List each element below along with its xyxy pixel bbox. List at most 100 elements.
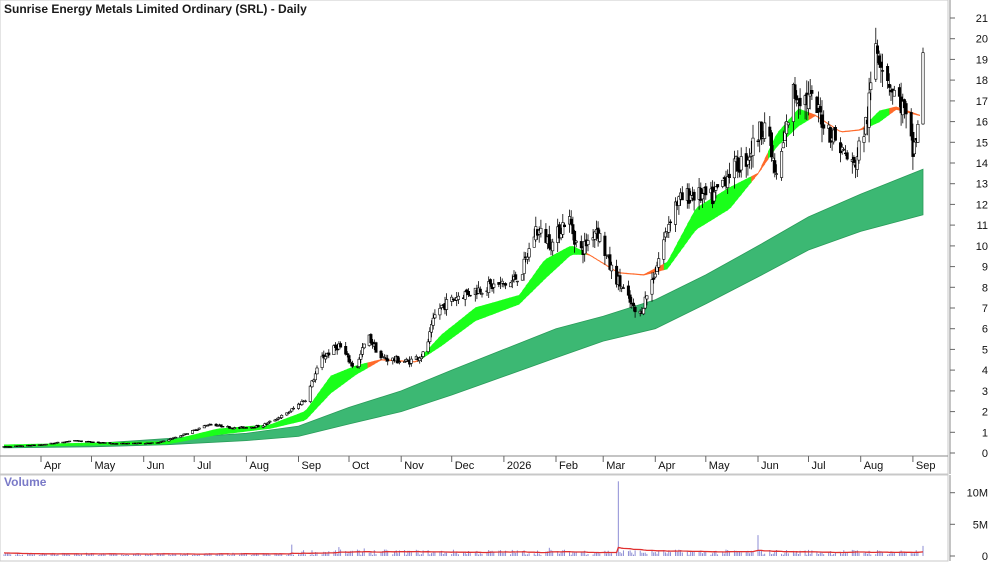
short-band-segment [505,297,510,310]
short-band-segment [283,418,288,426]
short-band-segment [660,263,665,271]
candle-body [433,314,437,319]
candle-body [586,240,590,245]
short-band-segment [471,307,476,324]
candle-body [887,84,891,88]
candle-body [308,385,312,402]
short-band-segment [872,114,877,126]
price-tick-label: 7 [982,303,988,315]
candle-body [300,400,304,405]
candle-body [852,157,856,163]
date-tick-label: 2026 [507,460,531,472]
candle-body [845,152,849,160]
candle-body [732,158,736,179]
candle-body [557,224,561,239]
price-tick-label: 6 [982,324,988,336]
short-band-segment [643,272,648,276]
candle-body [256,424,260,428]
short-band-segment [84,442,89,446]
candle-body [714,186,718,191]
short-band-segment [576,247,580,255]
price-tick-label: 15 [976,137,988,149]
volume-average-polyline [3,546,924,555]
date-tick-label: Dec [455,460,475,472]
short-band-segment [556,251,560,269]
candle-body [756,140,760,142]
short-band-segment [859,127,863,131]
short-band-segment [498,299,503,313]
short-band-segment [623,272,628,275]
short-band-segment [889,107,894,115]
candle-body [598,233,602,242]
volume-bars [3,481,924,556]
candle-body [748,156,752,161]
candle-body [68,440,72,443]
candle-body [468,294,472,297]
short-band-segment [78,442,82,446]
short-band-segment [434,337,439,351]
short-band-segment [280,419,284,427]
short-band-segment [269,423,274,429]
short-band-segment [589,254,594,258]
short-band-segment [370,360,375,367]
short-band-segment [428,345,432,355]
candle-body [244,427,248,429]
short-band-segment [559,249,564,266]
short-band-segment [811,113,816,118]
price-tick-label: 20 [976,34,988,46]
short-band-segment [175,438,180,443]
candle-body [162,440,166,443]
short-band-segment [313,394,318,412]
candle-body [303,400,307,402]
candle-body [522,258,526,274]
candle-body [874,43,878,80]
candle-body [465,289,469,293]
candle-body [438,308,442,316]
short-band-segment [482,304,486,319]
short-band-segment [566,246,570,260]
candle-body [403,361,407,363]
short-band-segment [512,295,517,307]
candle-body [867,92,871,128]
short-band-segment [795,108,799,130]
candle-body [374,342,378,353]
candle-body [783,132,787,142]
candle-body [174,436,178,439]
short-band-segment [222,427,227,435]
short-band-segment [747,176,752,187]
candle-body [769,132,773,158]
candle-body [909,112,913,137]
short-band-segment [465,312,469,329]
short-band-segment [848,130,853,132]
short-band-segment [431,341,436,353]
short-band-segment [206,430,210,438]
candle-body [275,419,279,421]
short-band-segment [451,323,456,339]
price-tick-label: 12 [976,199,988,211]
candle-body [662,239,666,260]
candle-body [773,160,777,173]
short-band-segment [448,326,453,341]
candle-body [603,235,607,257]
candle-body [369,334,373,344]
date-tick-label: Jun [147,460,165,472]
short-band-segment [667,255,671,270]
short-band-segment [545,257,550,278]
short-band-segment [707,198,712,223]
short-band-segment [347,367,352,382]
candle-body [875,45,879,54]
candle-body [551,241,555,252]
candle-body [202,425,206,429]
candle-body [463,291,467,300]
candle-body [268,420,272,423]
candle-body [312,379,316,382]
short-band-segment [586,252,591,256]
short-band-segment [333,373,338,391]
short-band-segment [475,306,479,321]
candle-body [339,343,343,348]
candle-body [296,403,300,409]
candle-body [451,298,455,301]
short-band-segment [374,360,378,365]
candle-body [631,302,635,307]
short-band-segment [320,385,325,405]
